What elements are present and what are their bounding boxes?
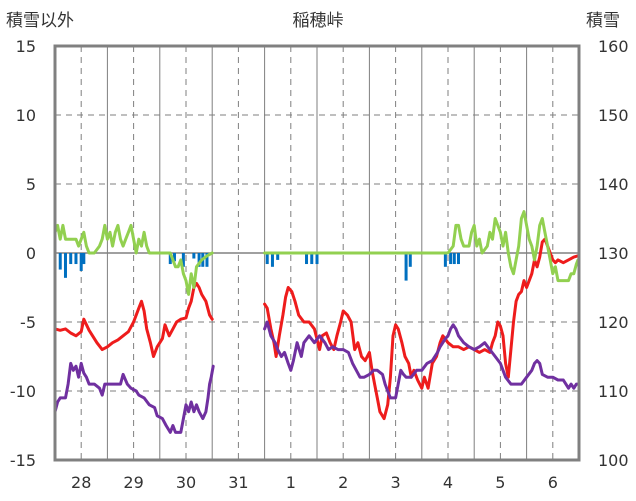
precip-bar — [270, 253, 274, 267]
left-tick-label: -5 — [20, 313, 36, 332]
precip-bar — [205, 253, 209, 267]
chart-title: 稲穂峠 — [293, 11, 344, 31]
right-tick-label: 110 — [598, 382, 629, 401]
left-tick-label: 0 — [26, 244, 36, 263]
precip-bar — [172, 253, 176, 262]
x-tick-label: 4 — [443, 473, 453, 492]
precip-bar — [452, 253, 456, 265]
series-line — [53, 361, 215, 434]
x-tick-label: 29 — [123, 473, 143, 492]
right-tick-label: 130 — [598, 244, 629, 263]
right-tick-label: 120 — [598, 313, 629, 332]
series-line — [263, 237, 580, 421]
precip-bar — [265, 253, 269, 265]
precip-bar — [456, 253, 460, 265]
x-tick-label: 5 — [495, 473, 505, 492]
x-tick-label: 3 — [391, 473, 401, 492]
precip-bar — [69, 253, 73, 265]
precip-bar — [74, 253, 78, 265]
precip-bar — [449, 253, 453, 265]
x-tick-label: 2 — [338, 473, 348, 492]
x-tick-label: 30 — [176, 473, 196, 492]
x-tick-label: 6 — [548, 473, 558, 492]
precip-bar — [82, 253, 86, 265]
series-line — [53, 281, 214, 358]
x-tick-label: 1 — [286, 473, 296, 492]
precip-bar — [79, 253, 83, 271]
left-tick-label: 15 — [16, 37, 36, 56]
right-tick-label: 150 — [598, 106, 629, 125]
right-axis-label: 積雪 — [586, 11, 620, 31]
precip-bar — [197, 253, 201, 267]
plot-border — [53, 44, 581, 462]
precip-bar — [168, 253, 172, 265]
x-tick-label: 28 — [71, 473, 91, 492]
left-tick-label: -15 — [10, 451, 36, 470]
series-line — [263, 320, 580, 400]
precip-bar — [315, 253, 319, 265]
series-line — [263, 210, 580, 283]
precip-bar — [404, 253, 408, 281]
precip-bar — [408, 253, 412, 267]
left-tick-label: 5 — [26, 175, 36, 194]
left-axis-label: 積雪以外 — [6, 11, 74, 31]
precip-bar — [305, 253, 309, 265]
precip-bar — [276, 253, 280, 260]
left-tick-label: 10 — [16, 106, 36, 125]
right-tick-label: 100 — [598, 451, 629, 470]
left-tick-label: -10 — [10, 382, 36, 401]
series-line — [53, 223, 214, 296]
precip-bar — [181, 253, 185, 267]
precip-bar — [443, 253, 447, 267]
right-tick-label: 140 — [598, 175, 629, 194]
precip-bar — [310, 253, 314, 265]
x-tick-label: 31 — [228, 473, 248, 492]
precip-bar — [63, 253, 67, 278]
precip-bar — [192, 253, 196, 259]
precip-bar — [58, 253, 62, 270]
right-tick-label: 160 — [598, 37, 629, 56]
